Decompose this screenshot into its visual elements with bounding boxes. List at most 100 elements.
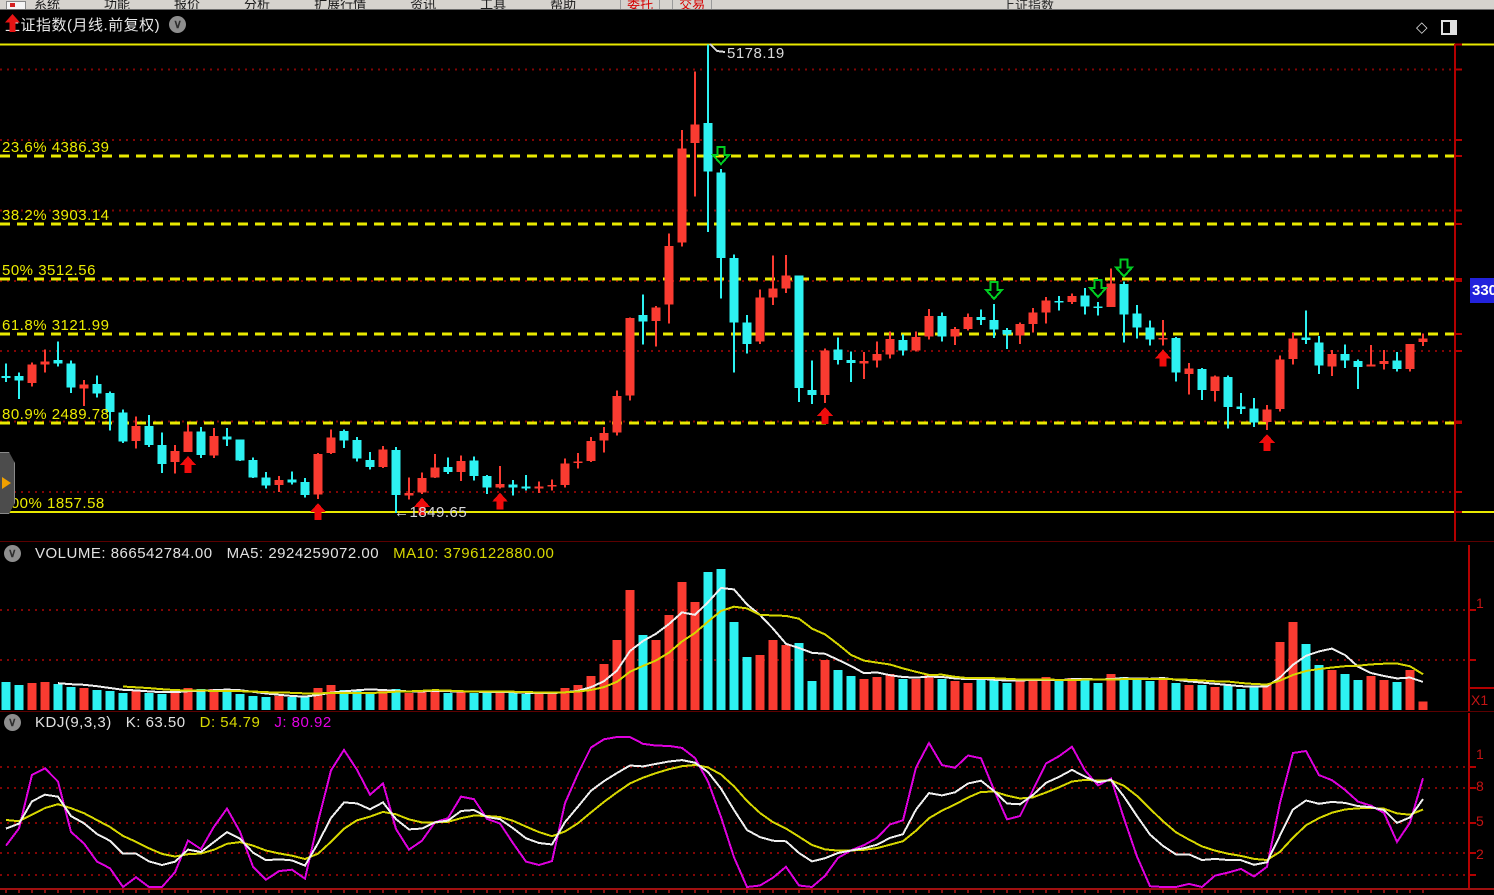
candle (313, 454, 323, 495)
candle (1249, 408, 1259, 423)
candle (352, 439, 362, 459)
buy-arrow-icon (180, 455, 196, 473)
menu-bar: 系统 功能 报价 分析 扩展行情 资讯 工具 帮助 委托 交易 上证指数 (0, 0, 1494, 10)
collapse-kdj-chevron-icon[interactable]: ∨ (4, 714, 21, 731)
candle (53, 359, 63, 364)
volume-bar (14, 685, 24, 710)
candle (118, 412, 128, 442)
volume-bar (1379, 680, 1389, 710)
volume-bar (404, 693, 414, 710)
candle (950, 328, 960, 337)
candle (560, 463, 570, 485)
candle (1236, 406, 1246, 410)
kdj-k-line (5, 759, 1424, 867)
volume-bar (1002, 683, 1012, 710)
volume-bar (872, 677, 882, 710)
volume-bar (1210, 687, 1220, 710)
menu-item-tools[interactable]: 工具 (480, 0, 507, 10)
candle (1405, 344, 1415, 370)
candle (1119, 283, 1129, 315)
volume-bar (1223, 685, 1233, 710)
volume-bar (1314, 665, 1324, 710)
candle (1197, 368, 1207, 390)
candle (690, 124, 700, 143)
kdj-d-value: 54.79 (220, 714, 261, 731)
candle (625, 318, 635, 396)
candle (1145, 327, 1155, 340)
candle (521, 486, 531, 489)
candle (586, 440, 596, 461)
volume-bar (1054, 681, 1064, 710)
volume-ma10-value: 3796122880.00 (443, 545, 555, 562)
candle (209, 436, 219, 456)
menu-item-extended[interactable]: 扩展行情 (314, 0, 367, 10)
volume-bar (989, 679, 999, 710)
volume-multiplier-label: X1 (1471, 692, 1489, 708)
candle (1080, 295, 1090, 307)
buy-arrow-icon (310, 503, 326, 521)
sell-arrow-icon (983, 280, 1005, 301)
candle (430, 467, 440, 478)
annotation-low: ←1849.65 (394, 504, 468, 521)
volume-bar (1119, 677, 1129, 710)
volume-bar (352, 691, 362, 710)
buy-arrow-icon (1155, 349, 1171, 367)
volume-bar (1106, 674, 1116, 710)
buy-arrow-icon (492, 492, 508, 510)
volume-bar (430, 690, 440, 710)
candle (417, 478, 427, 493)
volume-bar (1275, 642, 1285, 710)
fib-label-382: 38.2% 3903.14 (2, 207, 110, 224)
app-icon[interactable] (6, 1, 26, 9)
volume-ma10-label: MA10: (393, 545, 439, 562)
volume-bar (885, 674, 895, 710)
menu-item-system[interactable]: 系统 (34, 0, 61, 10)
diamond-icon[interactable]: ◇ (1416, 19, 1428, 36)
volume-bar (300, 697, 310, 710)
candle (924, 315, 934, 337)
volume-bar (820, 660, 830, 710)
volume-bar (40, 682, 50, 710)
menu-item-trade[interactable]: 交易 (672, 0, 713, 9)
candle (729, 257, 739, 323)
volume-bar (287, 697, 297, 710)
candle (1054, 300, 1064, 303)
collapse-main-chevron-icon[interactable]: ∨ (169, 16, 187, 33)
volume-bar (1145, 681, 1155, 710)
candle (66, 363, 76, 388)
candle (274, 479, 284, 486)
volume-bar (963, 683, 973, 710)
menu-item-order[interactable]: 委托 (620, 0, 661, 9)
left-panel-handle[interactable] (0, 452, 15, 514)
fib-label-236: 23.6% 4386.39 (2, 138, 110, 156)
menu-item-help[interactable]: 帮助 (550, 0, 577, 10)
candle (1275, 359, 1285, 410)
panel-layout-icon[interactable] (1440, 20, 1457, 35)
candle (989, 319, 999, 330)
menu-item-analysis[interactable]: 分析 (244, 0, 271, 10)
volume-bar (794, 643, 804, 710)
volume-axis-label: 1 (1476, 595, 1484, 611)
kdj-axis-label-100: 1 (1476, 746, 1484, 762)
candle (1132, 313, 1142, 328)
volume-bar (612, 640, 622, 710)
volume-bar (781, 645, 791, 710)
menu-right-text: 上证指数 (1002, 0, 1055, 10)
candle (326, 437, 336, 454)
candle (131, 426, 141, 441)
menu-item-news[interactable]: 资讯 (410, 0, 437, 10)
candle (1171, 338, 1181, 373)
candle (599, 432, 609, 441)
candle (14, 375, 24, 381)
candle (378, 449, 388, 468)
volume-bar (1392, 682, 1402, 710)
collapse-volume-chevron-icon[interactable]: ∨ (4, 545, 21, 562)
menu-item-function[interactable]: 功能 (104, 0, 131, 10)
volume-bar (1249, 687, 1259, 710)
candle (157, 445, 167, 464)
volume-bar (391, 689, 401, 710)
menu-item-quotes[interactable]: 报价 (174, 0, 201, 10)
volume-bar (235, 694, 245, 710)
kdj-d-line (5, 763, 1424, 862)
